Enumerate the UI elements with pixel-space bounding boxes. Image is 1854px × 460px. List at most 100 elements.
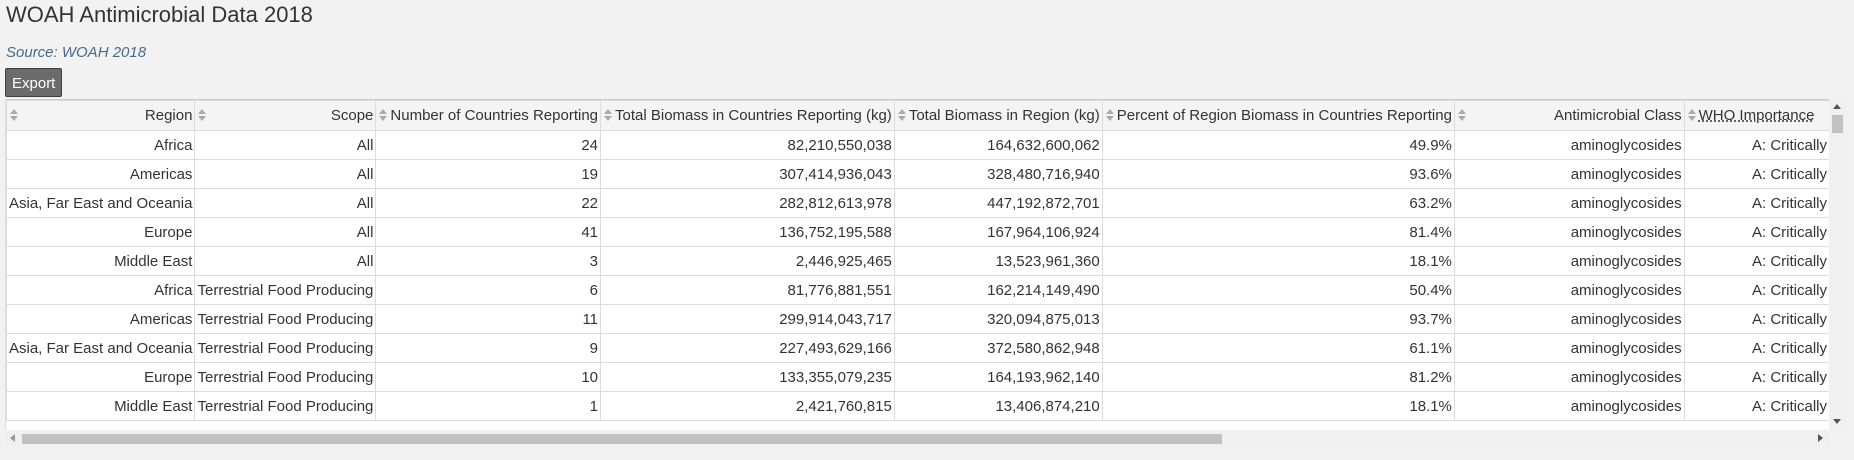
cell-percent-biomass: 93.6% (1101, 159, 1455, 189)
cell-scope: Terrestrial Food Producing (194, 362, 377, 392)
column-header-who-importance[interactable]: WHO Importance (1683, 100, 1830, 131)
cell-region: Middle East (6, 391, 196, 421)
cell-region: Asia, Far East and Oceania (6, 333, 196, 363)
cell-who-importance: A: Critically (1683, 159, 1830, 189)
cell-biomass-reporting: 2,421,760,815 (600, 391, 895, 421)
cell-antimicrobial-class: aminoglycosides (1453, 159, 1685, 189)
cell-who-importance: A: Critically (1683, 188, 1830, 218)
vertical-scrollbar[interactable] (1829, 99, 1846, 430)
cell-region: Americas (6, 159, 196, 189)
cell-countries-reporting: 22 (375, 188, 602, 218)
sort-icon[interactable] (379, 109, 388, 123)
cell-percent-biomass: 81.2% (1101, 362, 1455, 392)
cell-countries-reporting: 3 (375, 246, 602, 276)
cell-region: Europe (6, 217, 196, 247)
horizontal-scrollbar[interactable] (5, 430, 1829, 447)
cell-countries-reporting: 11 (375, 304, 602, 334)
column-header-percent-biomass[interactable]: Percent of Region Biomass in Countries R… (1101, 100, 1455, 131)
scroll-right-arrow-icon[interactable] (1818, 434, 1823, 442)
cell-countries-reporting: 24 (375, 130, 602, 160)
cell-biomass-reporting: 136,752,195,588 (600, 217, 895, 247)
cell-percent-biomass: 61.1% (1101, 333, 1455, 363)
cell-biomass-reporting: 307,414,936,043 (600, 159, 895, 189)
cell-biomass-region: 328,480,716,940 (893, 159, 1103, 189)
cell-percent-biomass: 50.4% (1101, 275, 1455, 305)
cell-antimicrobial-class: aminoglycosides (1453, 362, 1685, 392)
cell-who-importance: A: Critically (1683, 130, 1830, 160)
cell-biomass-reporting: 133,355,079,235 (600, 362, 895, 392)
horizontal-scroll-thumb[interactable] (22, 434, 1222, 444)
cell-biomass-region: 164,193,962,140 (893, 362, 1103, 392)
table-row[interactable]: Europe All 41 136,752,195,588 167,964,106,92… (6, 217, 1830, 247)
table-row[interactable]: Africa Terrestrial Food Producing 6 81,776,… (6, 275, 1830, 305)
cell-scope: Terrestrial Food Producing (194, 391, 377, 421)
column-header-biomass-region[interactable]: Total Biomass in Region (kg) (893, 100, 1103, 131)
cell-region: Africa (6, 130, 196, 160)
cell-countries-reporting: 10 (375, 362, 602, 392)
table-row[interactable]: Middle East All 3 2,446,925,465 13,523,961,3… (6, 246, 1830, 276)
table-header-row: Region Scope Number of Countries Reporti… (6, 100, 1830, 131)
cell-biomass-region: 167,964,106,924 (893, 217, 1103, 247)
cell-scope: All (194, 130, 377, 160)
cell-who-importance: A: Critically (1683, 362, 1830, 392)
cell-who-importance: A: Critically (1683, 304, 1830, 334)
table-body: Africa All 24 82,210,550,038 164,632,600,062… (6, 130, 1830, 421)
scroll-down-arrow-icon[interactable] (1833, 419, 1841, 424)
sort-icon[interactable] (897, 109, 906, 123)
cell-countries-reporting: 1 (375, 391, 602, 421)
cell-biomass-region: 372,580,862,948 (893, 333, 1103, 363)
cell-biomass-region: 320,094,875,013 (893, 304, 1103, 334)
cell-biomass-reporting: 299,914,043,717 (600, 304, 895, 334)
table-row[interactable]: Europe Terrestrial Food Producing 10 133,35… (6, 362, 1830, 392)
cell-who-importance: A: Critically (1683, 246, 1830, 276)
cell-region: Europe (6, 362, 196, 392)
cell-who-importance: A: Critically (1683, 275, 1830, 305)
sort-icon[interactable] (1687, 109, 1696, 123)
cell-region: Asia, Far East and Oceania (6, 188, 196, 218)
cell-biomass-reporting: 81,776,881,551 (600, 275, 895, 305)
sort-icon[interactable] (198, 109, 207, 123)
cell-percent-biomass: 93.7% (1101, 304, 1455, 334)
cell-percent-biomass: 18.1% (1101, 391, 1455, 421)
cell-percent-biomass: 18.1% (1101, 246, 1455, 276)
cell-biomass-region: 13,523,961,360 (893, 246, 1103, 276)
cell-biomass-region: 13,406,874,210 (893, 391, 1103, 421)
cell-scope: All (194, 188, 377, 218)
cell-who-importance: A: Critically (1683, 391, 1830, 421)
data-table-viewport: Region Scope Number of Countries Reporti… (5, 99, 1830, 431)
column-header-scope[interactable]: Scope (194, 100, 377, 131)
sort-icon[interactable] (10, 109, 18, 123)
cell-biomass-region: 164,632,600,062 (893, 130, 1103, 160)
cell-antimicrobial-class: aminoglycosides (1453, 333, 1685, 363)
cell-biomass-reporting: 282,812,613,978 (600, 188, 895, 218)
page-title: WOAH Antimicrobial Data 2018 (6, 2, 313, 27)
table-row[interactable]: Asia, Far East and Oceania All 22 282,812,6… (6, 188, 1830, 218)
column-header-countries-reporting[interactable]: Number of Countries Reporting (375, 100, 602, 131)
column-header-region[interactable]: Region (6, 100, 196, 131)
sort-icon[interactable] (1457, 109, 1466, 123)
cell-countries-reporting: 9 (375, 333, 602, 363)
cell-region: Africa (6, 275, 196, 305)
table-row[interactable]: Africa All 24 82,210,550,038 164,632,600,062… (6, 130, 1830, 160)
cell-region: Americas (6, 304, 196, 334)
cell-region: Middle East (6, 246, 196, 276)
table-row[interactable]: Americas Terrestrial Food Producing 11 299,… (6, 304, 1830, 334)
sort-icon[interactable] (1105, 109, 1114, 123)
cell-scope: All (194, 246, 377, 276)
sort-icon[interactable] (604, 109, 613, 123)
table-row[interactable]: Asia, Far East and Oceania Terrestrial Fo… (6, 333, 1830, 363)
table-row[interactable]: Middle East Terrestrial Food Producing 1 2,… (6, 391, 1830, 421)
cell-percent-biomass: 81.4% (1101, 217, 1455, 247)
cell-antimicrobial-class: aminoglycosides (1453, 188, 1685, 218)
column-header-antimicrobial-class[interactable]: Antimicrobial Class (1453, 100, 1685, 131)
cell-biomass-region: 447,192,872,701 (893, 188, 1103, 218)
cell-antimicrobial-class: aminoglycosides (1453, 130, 1685, 160)
table-row[interactable]: Americas All 19 307,414,936,043 328,480,716,… (6, 159, 1830, 189)
cell-scope: All (194, 217, 377, 247)
export-button[interactable]: Export (5, 68, 62, 97)
column-header-biomass-reporting[interactable]: Total Biomass in Countries Reporting (kg… (600, 100, 895, 131)
scroll-left-arrow-icon[interactable] (10, 434, 15, 442)
scroll-up-arrow-icon[interactable] (1833, 104, 1841, 109)
cell-antimicrobial-class: aminoglycosides (1453, 246, 1685, 276)
vertical-scroll-thumb[interactable] (1832, 115, 1843, 133)
